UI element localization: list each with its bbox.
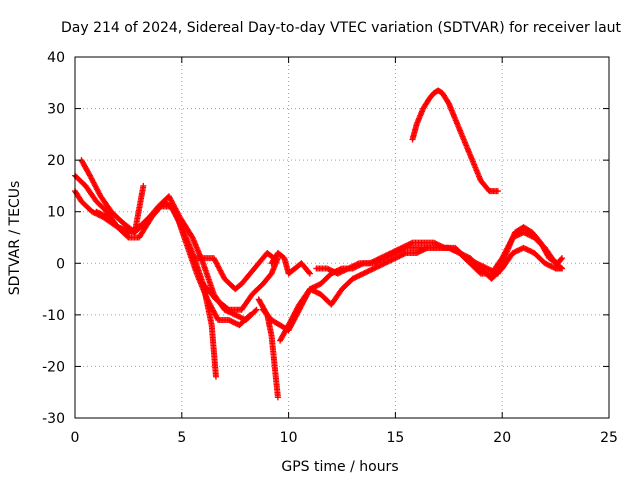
y-tick-label: 0 (56, 256, 65, 272)
x-tick-label: 20 (493, 430, 511, 446)
series-track-c (78, 157, 260, 324)
x-tick-label: 10 (280, 430, 298, 446)
x-tick-label: 25 (600, 430, 618, 446)
x-tick-label: 5 (177, 430, 186, 446)
chart-title: Day 214 of 2024, Sidereal Day-to-day VTE… (61, 20, 622, 36)
data-point (252, 307, 259, 314)
series-track-l (409, 87, 501, 195)
plot-frame (74, 56, 610, 419)
x-axis-label: GPS time / hours (281, 459, 398, 475)
data-point (246, 312, 253, 319)
series-track-i (259, 244, 566, 334)
data-point (247, 311, 254, 318)
series-track-g (268, 249, 313, 277)
y-tick-label: -20 (42, 359, 65, 375)
data-point (494, 188, 501, 195)
data-point (559, 255, 566, 262)
series-track-f (200, 255, 281, 313)
data-point (306, 269, 313, 276)
y-tick-label: 20 (47, 153, 65, 169)
x-tick-label: 0 (71, 430, 80, 446)
data-point (306, 270, 313, 277)
series-track-k (313, 224, 566, 277)
y-tick-label: 30 (47, 102, 65, 118)
data-point (557, 264, 564, 271)
ticks-layer: 0 5 10 15 20 25 -30 -20 -10 0 10 20 30 40 (42, 50, 618, 446)
y-tick-label: 40 (47, 50, 65, 66)
y-axis-label: SDTVAR / TECUs (7, 181, 23, 296)
series-track-h (255, 296, 281, 401)
series-track-d (93, 198, 254, 329)
y-tick-label: 10 (47, 205, 65, 221)
data-point (212, 373, 219, 380)
series-track-e (189, 249, 277, 293)
grid-layer (75, 57, 609, 418)
data-point (558, 256, 565, 263)
x-tick-label: 15 (386, 430, 404, 446)
data-point (559, 265, 566, 272)
y-tick-label: -10 (42, 308, 65, 324)
data-point (140, 182, 147, 189)
points-layer (72, 87, 566, 401)
data-point (253, 306, 260, 313)
y-tick-label: -30 (42, 411, 65, 427)
data-point (274, 394, 281, 401)
